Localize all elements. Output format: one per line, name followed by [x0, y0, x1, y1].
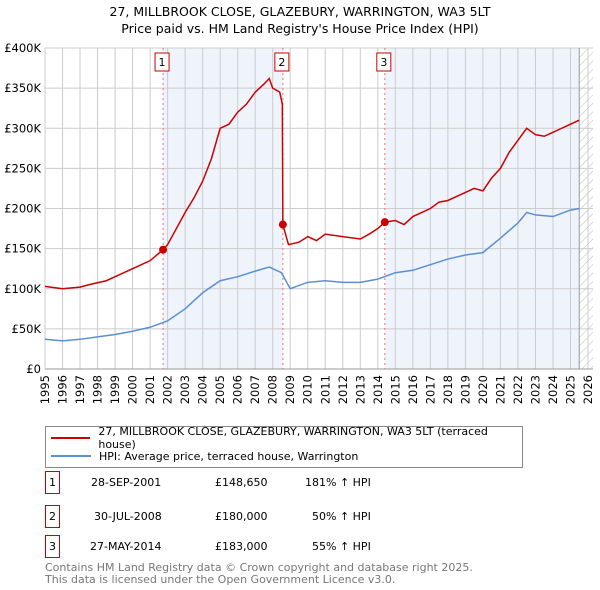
sale-price: £183,000: [215, 540, 268, 553]
y-tick-label: £50K: [12, 322, 42, 336]
legend-label-property: 27, MILLBROOK CLOSE, GLAZEBURY, WARRINGT…: [98, 425, 488, 451]
x-tick-label: 2005: [213, 375, 227, 404]
x-tick-label: 2011: [318, 375, 332, 404]
sale-point: [278, 220, 287, 229]
x-tick-label: 2015: [388, 375, 402, 404]
sale-marker-number: 1: [159, 56, 166, 69]
sale-marker-box: [376, 52, 392, 72]
sale-date: 28-SEP-2001: [91, 476, 162, 489]
x-tick-label: 2016: [406, 375, 420, 404]
x-tick-label: 2020: [476, 375, 490, 404]
x-tick-label: 2006: [231, 375, 245, 404]
x-tick-label: 2012: [336, 375, 350, 404]
x-tick-label: 2010: [301, 375, 315, 404]
sale-date: 30-JUL-2008: [94, 510, 162, 523]
sale-marker-label: 2: [45, 505, 60, 528]
x-tick-label: 2000: [126, 375, 140, 404]
x-tick-label: 2009: [283, 375, 297, 404]
y-tick-label: £0: [26, 362, 41, 376]
y-tick-label: £150K: [4, 242, 41, 256]
sale-marker-number: 3: [380, 56, 387, 69]
x-tick-label: 2024: [546, 375, 560, 404]
sale-marker-label: 3: [45, 535, 60, 558]
x-tick-label: 2007: [248, 375, 262, 404]
sale-hpi: 181% ↑ HPI: [305, 476, 371, 489]
x-tick-label: 2013: [353, 375, 367, 404]
legend-label-hpi: HPI: Average price, terraced house, Warr…: [99, 449, 359, 463]
sale-price: £180,000: [215, 510, 268, 523]
x-tick-label: 2001: [143, 375, 157, 404]
x-tick-label: 2026: [581, 375, 595, 404]
x-tick-label: 2019: [458, 375, 472, 404]
sale-point: [159, 245, 168, 254]
price-chart: 1995 1996 1997 1998 1999 2000 2001 2002 2003 2004…: [4, 41, 595, 404]
x-tick-label: 2002: [161, 375, 175, 404]
legend: 27, MILLBROOK CLOSE, GLAZEBURY, WARRINGT…: [45, 425, 523, 468]
x-tick-label: 1998: [91, 375, 105, 404]
sale-hpi: 50% ↑ HPI: [312, 510, 371, 523]
y-tick-label: £200K: [4, 202, 41, 216]
sale-point: [380, 218, 389, 227]
y-tick-label: £350K: [4, 81, 41, 95]
x-tick-label: 2023: [528, 375, 542, 404]
sale-row: 2 30-JUL-2008 £180,000 50% ↑ HPI: [45, 505, 495, 528]
sale-price: £148,650: [215, 476, 268, 489]
chart-title: 27, MILLBROOK CLOSE, GLAZEBURY, WARRINGT…: [109, 4, 491, 19]
sale-row: 1 28-SEP-2001 £148,650 181% ↑ HPI: [45, 471, 495, 494]
footer-line-1: Contains HM Land Registry data © Crown c…: [45, 561, 473, 574]
sale-hpi: 55% ↑ HPI: [312, 540, 371, 553]
sale-marker-label: 1: [45, 471, 60, 494]
y-tick-label: £400K: [4, 41, 41, 55]
sale-marker-box: [154, 52, 170, 72]
x-tick-label: 2025: [563, 375, 577, 404]
x-tick-label: 1995: [38, 375, 52, 404]
x-tick-label: 1997: [73, 375, 87, 404]
x-tick-label: 1999: [108, 375, 122, 404]
y-tick-label: £100K: [4, 282, 41, 296]
sale-row: 3 27-MAY-2014 £183,000 55% ↑ HPI: [45, 535, 495, 558]
x-tick-label: 2017: [423, 375, 437, 404]
sale-date: 27-MAY-2014: [90, 540, 162, 553]
sale-marker-box: [274, 52, 290, 72]
chart-subtitle: Price paid vs. HM Land Registry's House …: [121, 21, 479, 36]
x-tick-label: 1996: [56, 375, 70, 404]
footer-line-2: This data is licensed under the Open Gov…: [45, 573, 396, 586]
legend-swatch-property: [51, 437, 91, 439]
x-tick-label: 2018: [441, 375, 455, 404]
x-tick-label: 2003: [178, 375, 192, 404]
sale-marker-number: 2: [278, 56, 285, 69]
property-price-line: [44, 77, 580, 290]
legend-swatch-hpi: [51, 455, 91, 457]
x-tick-label: 2004: [196, 375, 210, 404]
y-tick-label: £250K: [4, 161, 41, 175]
hpi-line: [44, 207, 580, 342]
y-tick-label: £300K: [4, 121, 41, 135]
x-tick-label: 2022: [511, 375, 525, 404]
x-tick-label: 2021: [493, 375, 507, 404]
x-tick-label: 2008: [266, 375, 280, 404]
x-tick-label: 2014: [371, 375, 385, 404]
